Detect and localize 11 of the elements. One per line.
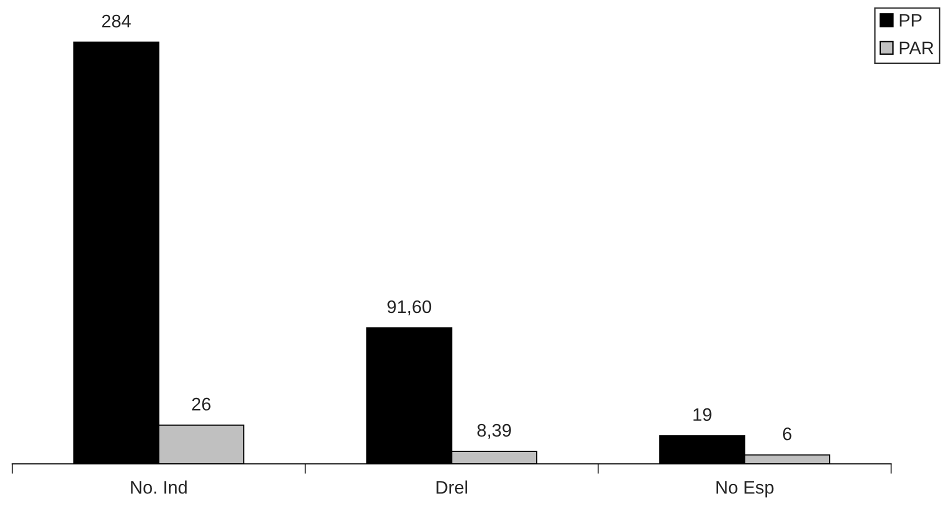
data-label: 284 xyxy=(102,14,131,28)
x-tick-label: No Esp xyxy=(716,481,774,498)
data-label: 19 xyxy=(694,408,712,421)
x-tick-label: Drel xyxy=(436,480,468,494)
data-label: 6 xyxy=(783,427,792,440)
data-label: 8,39 xyxy=(477,424,511,439)
legend-label: PAR xyxy=(900,42,934,54)
x-tick-label: No. Ind xyxy=(131,480,187,494)
data-label: 91,60 xyxy=(387,300,432,316)
data-label: 26 xyxy=(192,398,210,411)
legend-label: PP xyxy=(900,14,922,27)
